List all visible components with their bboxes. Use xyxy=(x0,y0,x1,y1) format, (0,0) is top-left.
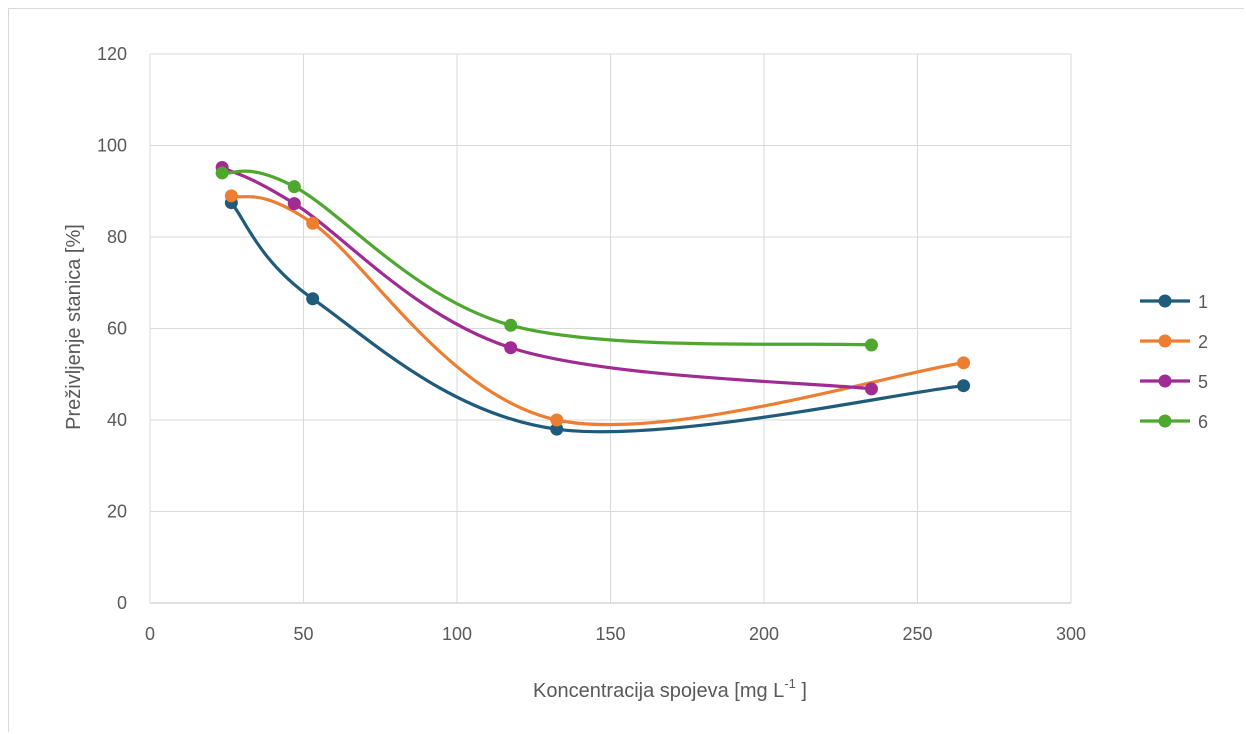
series-line-2 xyxy=(229,194,966,427)
x-tick-label: 300 xyxy=(1056,624,1086,644)
data-point-series-6 xyxy=(215,166,229,180)
legend-marker-5 xyxy=(1158,374,1172,388)
chart-frame xyxy=(8,8,1244,732)
series-points xyxy=(215,160,971,436)
x-axis-ticks: 0 50 100 150 200 250 300 xyxy=(145,624,1086,644)
series-line-1 xyxy=(229,201,966,434)
legend-label-5: 5 xyxy=(1198,372,1208,392)
x-axis-title: Koncentracija spojeva [mg L-1 ] xyxy=(533,676,807,702)
y-tick-label: 100 xyxy=(97,136,127,156)
y-tick-label: 120 xyxy=(97,44,127,64)
data-point-series-5 xyxy=(504,341,518,355)
data-point-series-6 xyxy=(504,318,518,332)
legend-label-1: 1 xyxy=(1198,292,1208,312)
data-point-series-1 xyxy=(957,379,971,393)
data-point-series-2 xyxy=(550,413,564,427)
x-tick-label: 100 xyxy=(442,624,472,644)
legend-marker-2 xyxy=(1158,334,1172,348)
x-tick-label: 0 xyxy=(145,624,155,644)
x-tick-label: 50 xyxy=(293,624,313,644)
data-point-series-5 xyxy=(287,197,301,211)
series-line-5 xyxy=(220,165,874,391)
y-axis-title: Preživljenje stanica [%] xyxy=(63,224,85,430)
legend: 1 2 5 6 xyxy=(1140,292,1208,432)
series-lines xyxy=(220,165,966,434)
x-axis-title-superscript: -1 xyxy=(784,676,796,691)
legend-label-6: 6 xyxy=(1198,412,1208,432)
x-axis-title-end: ] xyxy=(796,680,807,702)
data-point-series-6 xyxy=(287,180,301,194)
legend-label-2: 2 xyxy=(1198,332,1208,352)
legend-marker-6 xyxy=(1158,414,1172,428)
y-axis-ticks: 0 20 40 60 80 100 120 xyxy=(97,44,127,613)
series-line-6 xyxy=(220,169,874,347)
data-point-series-1 xyxy=(306,292,320,306)
data-point-series-2 xyxy=(957,356,971,370)
y-tick-label: 20 xyxy=(107,502,127,522)
y-tick-label: 40 xyxy=(107,410,127,430)
x-tick-label: 150 xyxy=(595,624,625,644)
data-point-series-1 xyxy=(550,422,564,436)
data-point-series-2 xyxy=(224,189,238,203)
y-tick-label: 0 xyxy=(117,593,127,613)
gridlines xyxy=(149,53,1072,604)
x-axis-title-main: Koncentracija spojeva [mg L xyxy=(533,680,784,702)
legend-marker-1 xyxy=(1158,294,1172,308)
y-tick-label: 80 xyxy=(107,227,127,247)
y-tick-label: 60 xyxy=(107,319,127,339)
x-tick-label: 200 xyxy=(749,624,779,644)
data-point-series-5 xyxy=(864,382,878,396)
x-tick-label: 250 xyxy=(902,624,932,644)
data-point-series-6 xyxy=(864,338,878,352)
data-point-series-2 xyxy=(306,216,320,230)
